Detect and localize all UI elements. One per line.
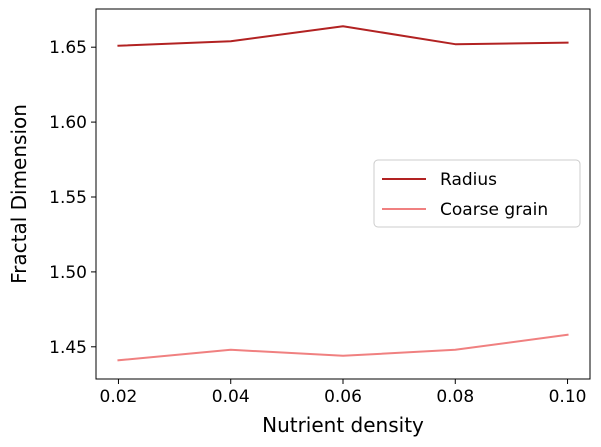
series-line-2 <box>117 333 569 362</box>
y-tick-label: 1.50 <box>49 263 87 283</box>
x-axis-ticks: 0.02 0.04 0.06 0.08 0.10 <box>100 379 587 407</box>
y-tick-label: 1.55 <box>49 188 87 208</box>
legend-label: Radius <box>440 170 497 190</box>
x-tick-label: 0.04 <box>212 387 250 407</box>
y-axis-label: Fractal Dimension <box>7 104 31 284</box>
y-tick-label: 1.60 <box>49 113 87 133</box>
x-tick-label: 0.08 <box>436 387 474 407</box>
x-tick-label: 0.10 <box>549 387 587 407</box>
legend: Radius Coarse grain <box>373 159 581 228</box>
plot-area: 0.02 0.04 0.06 0.08 0.10 1.45 1.50 1.55 1.60 1.6… <box>49 8 591 407</box>
x-tick-label: 0.06 <box>324 387 362 407</box>
legend-box <box>373 159 581 228</box>
x-axis-label: Nutrient density <box>262 413 424 437</box>
x-tick-label: 0.02 <box>100 387 138 407</box>
legend-label: Coarse grain <box>440 200 548 220</box>
y-axis-ticks: 1.45 1.50 1.55 1.60 1.65 <box>49 38 96 358</box>
y-tick-label: 1.45 <box>49 338 87 358</box>
series-line-1 <box>117 25 569 47</box>
series-layer <box>117 25 569 362</box>
y-tick-label: 1.65 <box>49 38 87 58</box>
